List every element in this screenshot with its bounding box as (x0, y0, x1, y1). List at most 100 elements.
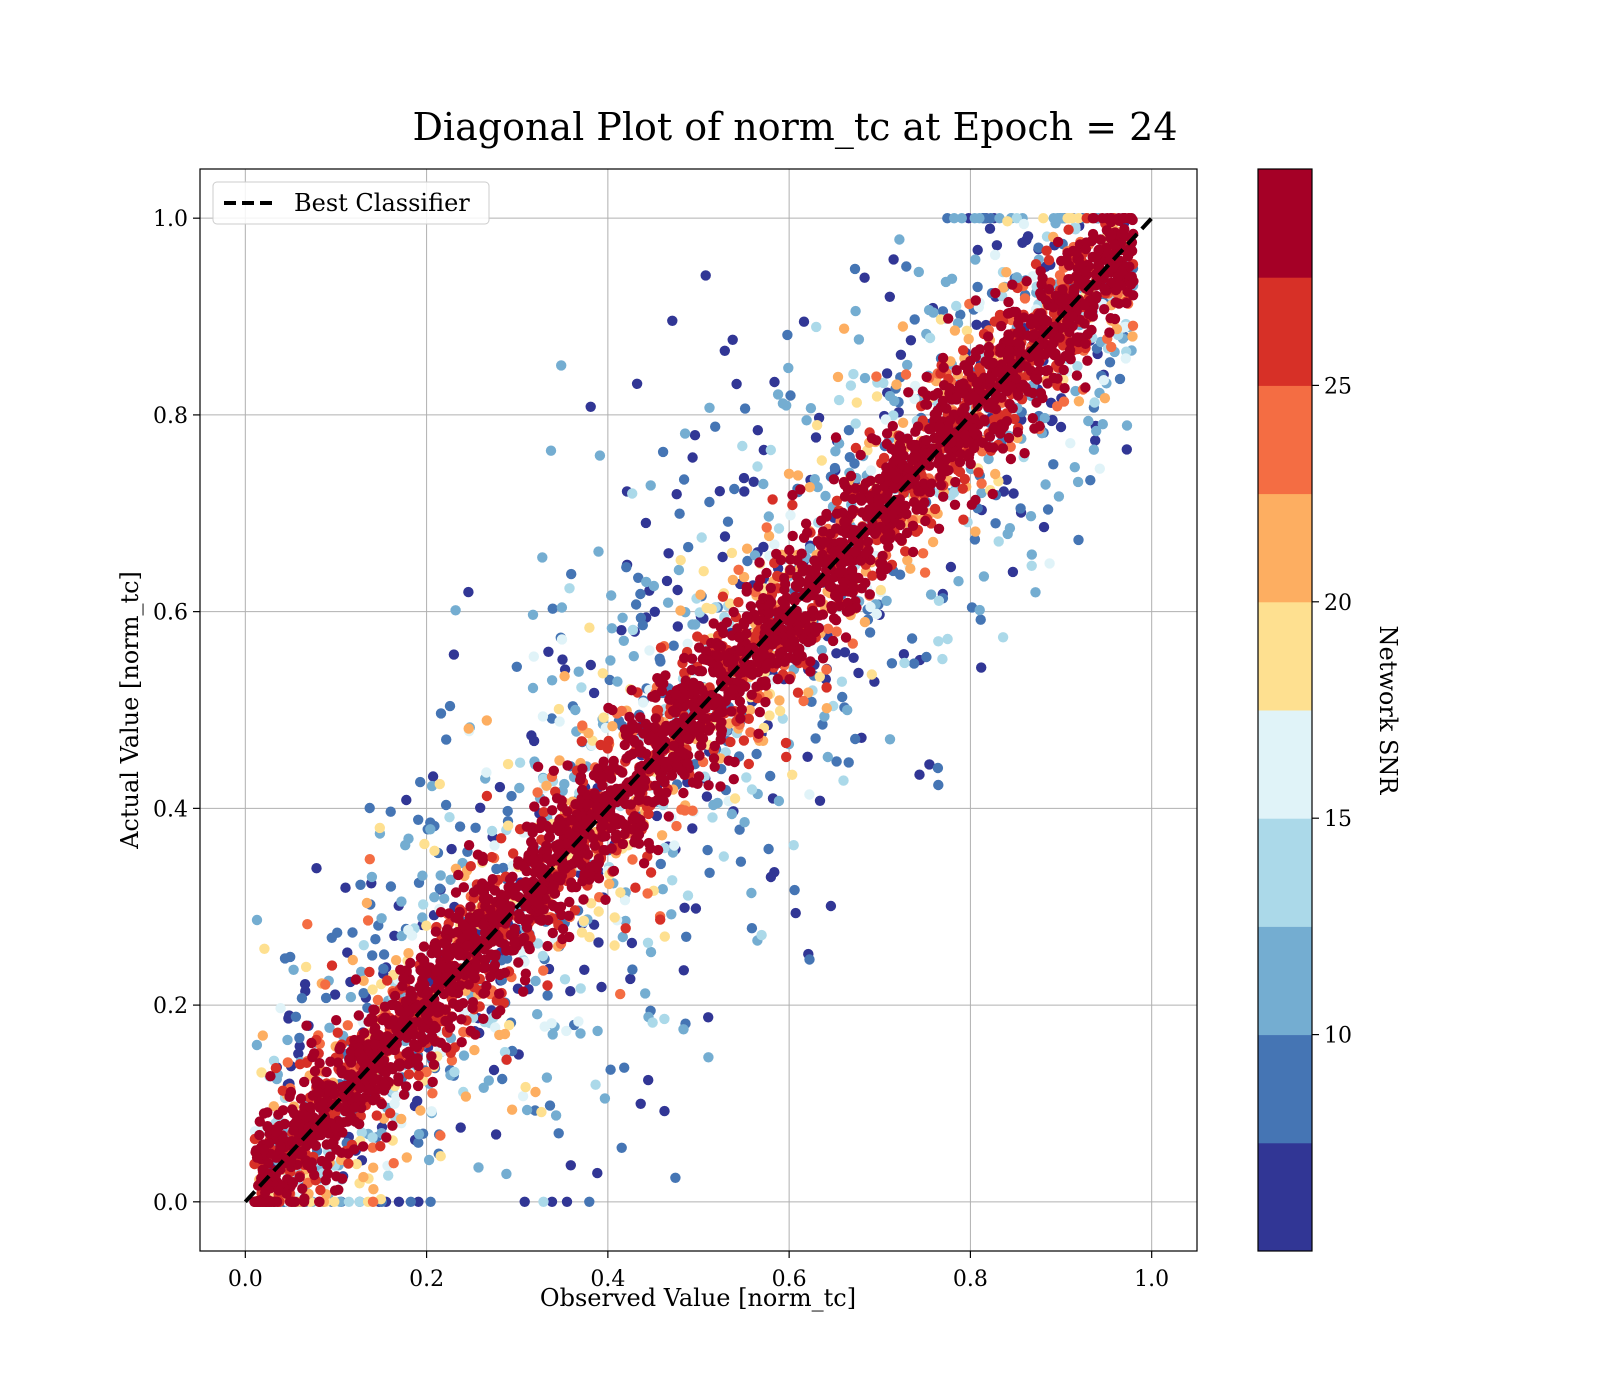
scatter-point (251, 1039, 263, 1051)
scatter-point (1071, 370, 1083, 381)
scatter-point (633, 829, 645, 840)
scatter-point (816, 455, 827, 466)
scatter-point (468, 970, 479, 981)
scatter-point (687, 823, 698, 834)
scatter-point (822, 751, 833, 763)
scatter-point (1108, 262, 1119, 273)
scatter-point (715, 734, 726, 745)
scatter-point (775, 554, 787, 566)
scatter-point (331, 1171, 342, 1182)
scatter-point (425, 824, 436, 835)
scatter-point (845, 605, 856, 616)
scatter-point (383, 1170, 394, 1181)
scatter-point (541, 780, 552, 791)
scatter-point (626, 937, 638, 949)
scatter-point (579, 868, 590, 879)
scatter-point (506, 790, 517, 802)
scatter-point (739, 403, 751, 414)
scatter-point (810, 432, 822, 443)
scatter-point (900, 546, 911, 557)
scatter-point (838, 323, 850, 334)
scatter-point (367, 1196, 379, 1208)
scatter-point (729, 756, 740, 768)
scatter-point (643, 1074, 654, 1086)
scatter-point (470, 1029, 481, 1040)
scatter-point (616, 625, 627, 636)
scatter-point (1118, 213, 1129, 224)
scatter-point (1019, 293, 1031, 304)
scatter-point (909, 393, 920, 405)
scatter-point (739, 817, 750, 828)
scatter-point (635, 1098, 646, 1110)
scatter-point (675, 605, 686, 616)
scatter-point (1099, 283, 1110, 294)
scatter-point (588, 687, 600, 699)
scatter-point (961, 325, 973, 336)
scatter-point (593, 873, 605, 884)
scatter-point (366, 871, 378, 883)
scatter-point (924, 332, 936, 344)
scatter-point (647, 1017, 658, 1028)
scatter-point (765, 871, 777, 883)
scatter-point (773, 523, 785, 534)
scatter-point (703, 780, 714, 791)
scatter-point (817, 653, 829, 664)
scatter-point (605, 773, 617, 784)
scatter-point (651, 810, 663, 822)
scatter-point (667, 875, 678, 886)
scatter-point (976, 478, 987, 489)
scatter-point (896, 535, 907, 546)
scatter-point (357, 1141, 369, 1152)
scatter-point (450, 887, 462, 898)
scatter-point (891, 379, 902, 390)
scatter-point (483, 1075, 494, 1086)
scatter-point (717, 591, 729, 602)
scatter-point (972, 281, 983, 293)
scatter-point (270, 1062, 282, 1074)
scatter-point (850, 483, 861, 494)
scatter-point (898, 649, 910, 660)
scatter-point (599, 1093, 611, 1104)
scatter-point (787, 769, 798, 780)
scatter-point (641, 576, 652, 588)
scatter-point (878, 377, 889, 389)
scatter-point (290, 1011, 302, 1022)
scatter-point (671, 820, 682, 832)
scatter-point (417, 870, 428, 881)
scatter-point (703, 725, 714, 736)
scatter-point (258, 1144, 270, 1156)
scatter-point (696, 532, 707, 543)
scatter-point (314, 1196, 325, 1208)
scatter-point (996, 320, 1007, 332)
scatter-point (630, 599, 642, 610)
scatter-point (783, 468, 795, 479)
scatter-point (933, 523, 945, 534)
scatter-point (1105, 216, 1117, 228)
scatter-point (403, 948, 414, 959)
scatter-point (787, 489, 798, 501)
scatter-point (765, 597, 777, 608)
scatter-point (881, 595, 892, 606)
scatter-point (726, 547, 738, 559)
scatter-point (708, 753, 720, 764)
scatter-point (829, 590, 841, 601)
scatter-point (1008, 488, 1019, 499)
scatter-point (1058, 364, 1069, 376)
scatter-point (772, 607, 783, 618)
scatter-point (458, 882, 469, 893)
scatter-point (1007, 279, 1018, 290)
scatter-point (326, 960, 338, 971)
scatter-point (615, 887, 626, 898)
scatter-point (976, 662, 987, 673)
scatter-point (933, 636, 944, 647)
scatter-point (1097, 419, 1109, 430)
scatter-point (1072, 361, 1083, 372)
scatter-point (816, 645, 827, 656)
scatter-point (792, 470, 804, 481)
scatter-point (1082, 355, 1093, 366)
scatter-point (619, 739, 630, 751)
scatter-point (387, 1120, 398, 1131)
scatter-point (393, 1196, 405, 1208)
scatter-point (785, 390, 796, 401)
scatter-point (514, 757, 526, 768)
